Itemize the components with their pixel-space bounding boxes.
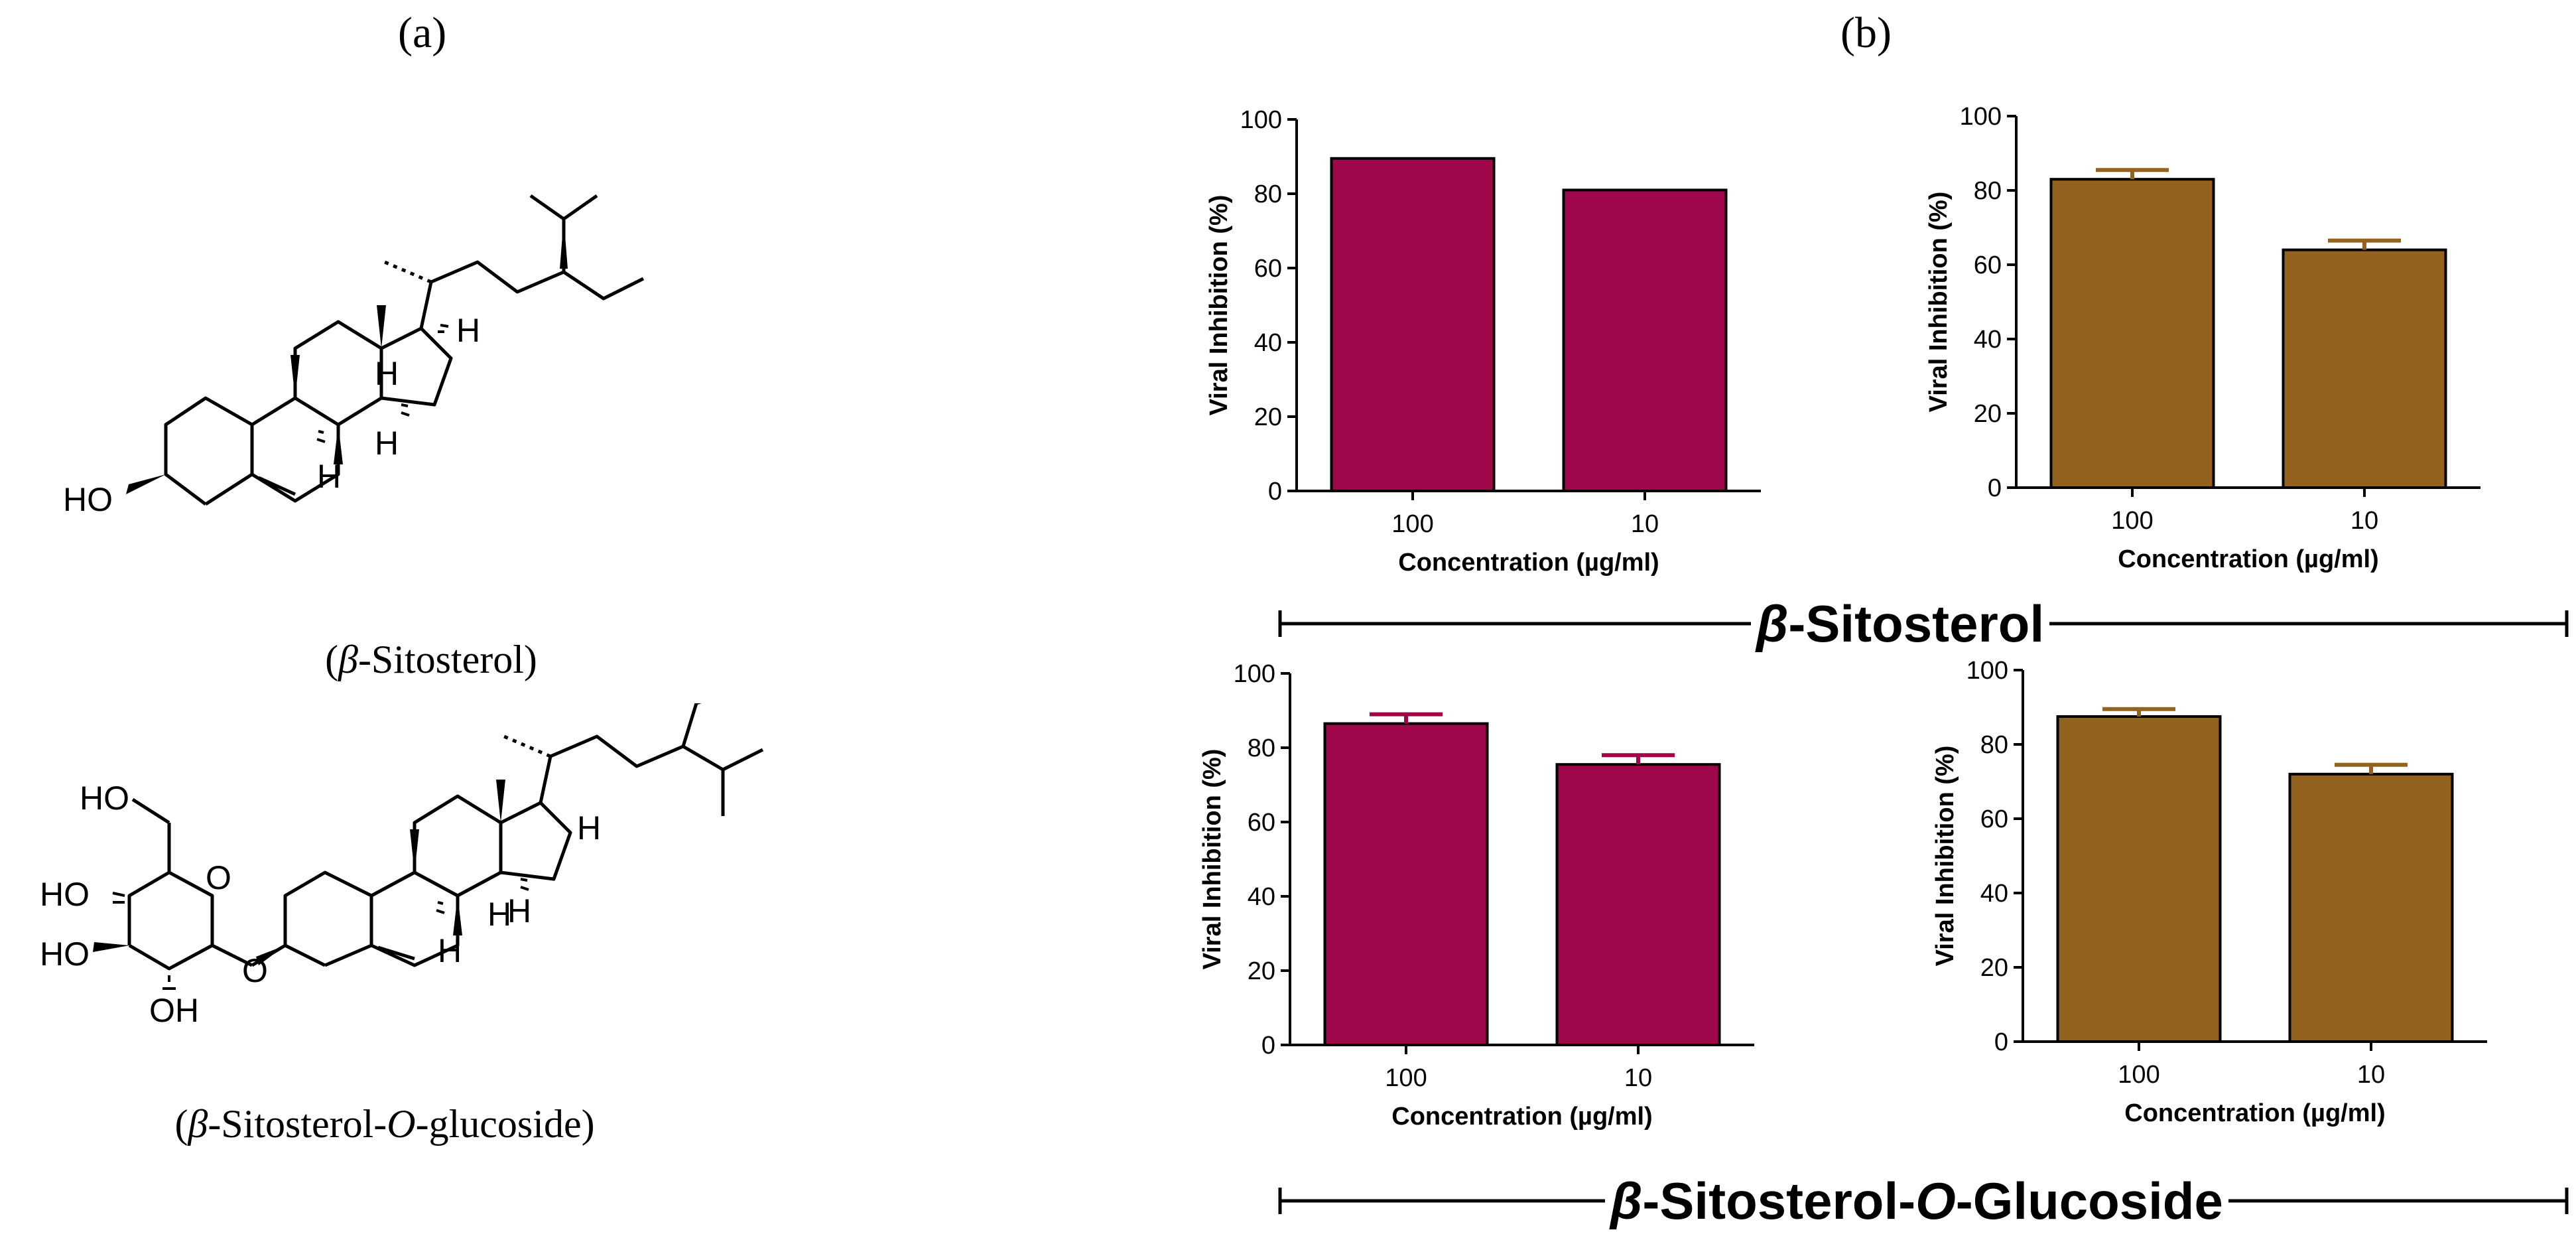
structure-2-label-ho-2: HO bbox=[40, 876, 90, 913]
y-tick-label: 0 bbox=[1261, 1032, 1275, 1060]
y-tick-label: 60 bbox=[1248, 809, 1275, 837]
y-tick-label: 40 bbox=[1974, 326, 2002, 354]
structure-2-label-oh: OH bbox=[149, 992, 199, 1029]
structure-beta-sitosterol: HO H H H H bbox=[63, 194, 645, 518]
x-tick-label: 100 bbox=[2111, 507, 2153, 535]
structure-2-label-o-link: O bbox=[242, 952, 268, 989]
group-title-glucoside: β-Sitosterol-O-Glucoside bbox=[1605, 1171, 2228, 1231]
structure-2-label-h3: H bbox=[507, 892, 531, 930]
chart-bottom-right: 0 20 40 60 80 100 100 10 Concentration (µg/ml) Vi… bbox=[1910, 657, 2540, 1144]
panel-label-a: (a) bbox=[398, 9, 447, 57]
y-tick-label: 20 bbox=[1974, 400, 2002, 428]
x-tick-label: 10 bbox=[2351, 507, 2378, 535]
y-axis-label: Viral Inhibition (%) bbox=[1198, 749, 1226, 970]
x-axis-label: Concentration (µg/ml) bbox=[2124, 1099, 2385, 1127]
x-tick-label: 100 bbox=[2118, 1061, 2159, 1089]
x-tick-label: 10 bbox=[1631, 510, 1659, 538]
y-tick-label: 100 bbox=[1234, 660, 1275, 688]
bar bbox=[1330, 157, 1496, 493]
structure-1-caption: (β-Sitosterol) bbox=[325, 638, 537, 681]
x-axis-label: Concentration (µg/ml) bbox=[2118, 545, 2378, 573]
y-tick-label: 100 bbox=[1966, 657, 2008, 685]
bar bbox=[2288, 772, 2454, 1044]
structure-1-label-h2: H bbox=[375, 425, 399, 462]
structure-beta-sitosterol-o-glucoside: HO HO HO OH O O H H H H bbox=[40, 703, 764, 1029]
structure-1-label-h3: H bbox=[375, 355, 399, 392]
bar bbox=[2049, 178, 2215, 489]
y-tick-label: 40 bbox=[1248, 883, 1275, 911]
x-tick-label: 100 bbox=[1391, 510, 1433, 538]
y-tick-label: 80 bbox=[1254, 180, 1282, 208]
y-tick-label: 100 bbox=[1240, 106, 1282, 134]
x-tick-label: 100 bbox=[1385, 1064, 1427, 1092]
y-tick-label: 80 bbox=[1974, 177, 2002, 205]
chart-top-right: 0 20 40 60 80 100 100 10 Concentration (µg/ml) Vi… bbox=[1903, 103, 2534, 590]
structure-2-label-ho-1: HO bbox=[80, 780, 129, 817]
structure-2-label-h2: H bbox=[487, 896, 511, 933]
structure-1-label-ho: HO bbox=[63, 481, 113, 518]
x-axis-label: Concentration (µg/ml) bbox=[1391, 1103, 1652, 1131]
structure-2-label-o-ring: O bbox=[206, 859, 231, 896]
y-tick-label: 20 bbox=[1254, 403, 1282, 431]
y-tick-label: 20 bbox=[1980, 954, 2008, 982]
y-axis-label: Viral Inhibition (%) bbox=[1205, 195, 1233, 416]
structure-1-label-h1: H bbox=[317, 458, 341, 495]
y-tick-label: 100 bbox=[1960, 103, 2002, 131]
y-tick-label: 80 bbox=[1980, 731, 2008, 759]
y-tick-label: 0 bbox=[1268, 478, 1282, 506]
y-tick-label: 0 bbox=[1994, 1028, 2008, 1056]
y-tick-label: 80 bbox=[1248, 734, 1275, 762]
chart-top-left: 0 20 40 60 80 100 100 10 Concentration (µg/ml) Vi… bbox=[1184, 106, 1814, 594]
bar bbox=[2282, 248, 2447, 489]
y-tick-label: 60 bbox=[1980, 805, 2008, 833]
structure-2-caption: (β-Sitosterol-O-glucoside) bbox=[174, 1102, 595, 1146]
structure-2-label-h1: H bbox=[438, 932, 462, 969]
group-title-sitosterol: β-Sitosterol bbox=[1751, 594, 2050, 654]
panel-label-b: (b) bbox=[1840, 9, 1892, 57]
x-axis-label: Concentration (µg/ml) bbox=[1398, 549, 1659, 577]
bar bbox=[1562, 188, 1728, 493]
y-tick-label: 40 bbox=[1980, 880, 2008, 908]
structure-2-label-ho-3: HO bbox=[40, 935, 90, 973]
structure-2-label-h4: H bbox=[577, 809, 601, 847]
bar bbox=[1323, 722, 1489, 1046]
y-tick-label: 20 bbox=[1248, 957, 1275, 985]
y-tick-label: 60 bbox=[1254, 255, 1282, 283]
bar bbox=[1555, 763, 1721, 1046]
y-tick-label: 40 bbox=[1254, 329, 1282, 357]
x-tick-label: 10 bbox=[1624, 1064, 1652, 1092]
chart-bottom-left: 0 20 40 60 80 100 100 10 Concentration (µg/ml) Vi… bbox=[1177, 660, 1807, 1148]
bar bbox=[2056, 715, 2222, 1043]
x-tick-label: 10 bbox=[2357, 1061, 2385, 1089]
y-axis-label: Viral Inhibition (%) bbox=[1925, 192, 1953, 413]
y-tick-label: 0 bbox=[1988, 474, 2002, 502]
y-axis-label: Viral Inhibition (%) bbox=[1931, 746, 1959, 967]
y-tick-label: 60 bbox=[1974, 251, 2002, 279]
structure-1-label-h4: H bbox=[456, 312, 480, 349]
